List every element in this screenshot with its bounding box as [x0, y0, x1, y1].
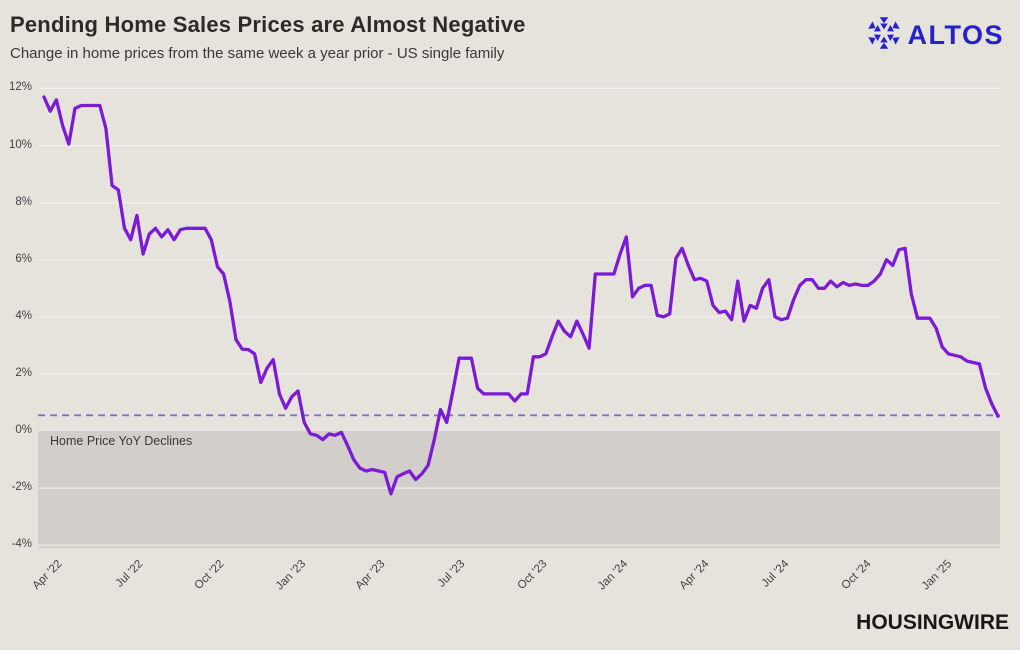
- y-axis-label: 0%: [15, 424, 32, 436]
- shaded-region-label: Home Price YoY Declines: [50, 434, 193, 448]
- y-axis-label: 4%: [15, 309, 32, 322]
- x-axis-label: Oct '22: [192, 558, 227, 592]
- x-axis-label: Oct '23: [515, 558, 550, 592]
- y-axis-label: 10%: [8, 138, 32, 151]
- x-axis-label: Jan '23: [273, 558, 308, 593]
- price-change-line: [42, 95, 1000, 496]
- y-axis-label: 6%: [15, 252, 32, 265]
- chart-plot: [38, 87, 1000, 549]
- y-axis-label: 8%: [15, 195, 32, 208]
- y-axis: 12% 10% 8% 6% 4% 2% 0% -2% -4%: [0, 78, 34, 562]
- x-axis-label: Jul '23: [436, 558, 468, 590]
- x-axis-label: Apr '24: [677, 558, 712, 592]
- chart-header: Pending Home Sales Prices are Almost Neg…: [0, 0, 1020, 78]
- chart-subtitle: Change in home prices from the same week…: [10, 45, 505, 62]
- altos-wordmark: ALTOS: [907, 19, 1004, 50]
- x-axis-label: Jan '25: [920, 558, 955, 593]
- decline-shade-region: [38, 431, 1000, 549]
- y-axis-label: 12%: [8, 81, 32, 94]
- line-chart: 12% 10% 8% 6% 4% 2% 0% -2% -4% Apr '22 Jul '22 Oct…: [0, 78, 1020, 592]
- x-axis-label: Jan '24: [596, 558, 631, 593]
- y-axis-label: -2%: [11, 481, 32, 494]
- x-axis-label: Jul '22: [113, 558, 146, 590]
- x-axis: Apr '22 Jul '22 Oct '22 Jan '23 Apr '23 Jul '…: [0, 78, 1020, 650]
- y-axis-label: 2%: [15, 366, 32, 379]
- y-axis-label: -4%: [11, 538, 32, 551]
- altos-logo: ALTOS: [866, 15, 1004, 55]
- x-axis-label: Apr '22: [30, 558, 65, 592]
- x-axis-label: Oct '24: [839, 558, 874, 592]
- chart-title: Pending Home Sales Prices are Almost Neg…: [10, 12, 526, 37]
- altos-snowflake-icon: [866, 15, 902, 56]
- x-axis-label: Jul '24: [760, 558, 792, 590]
- housingwire-logo: HOUSINGWIRE: [856, 611, 1009, 634]
- x-axis-label: Apr '23: [353, 558, 388, 592]
